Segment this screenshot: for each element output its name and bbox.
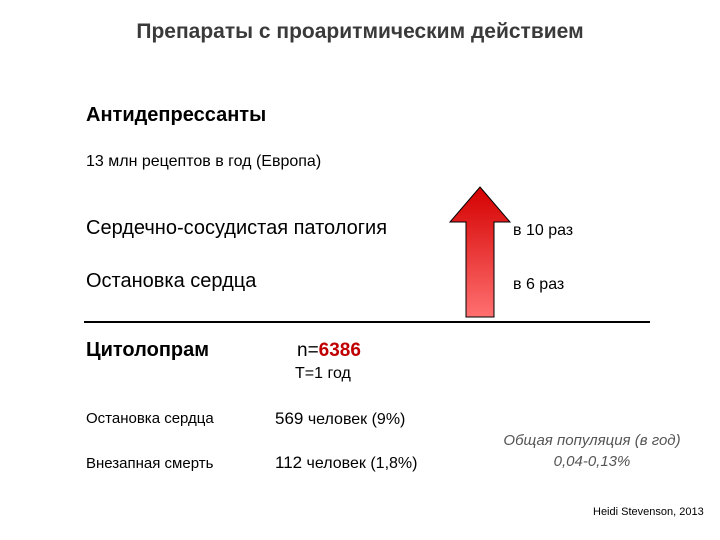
sample-size: n=6386: [297, 340, 361, 362]
prescriptions-text: 13 млн рецептов в год (Европа): [86, 153, 322, 170]
outcome-count: 112: [275, 453, 303, 472]
section-divider: [84, 321, 650, 323]
population-line-1: Общая популяция (в год): [503, 432, 681, 449]
outcome-label-cardiac-arrest: Остановка сердца: [86, 410, 214, 427]
outcome-value-sudden-death: 112 человек (1,8%): [275, 453, 417, 473]
slide-title: Препараты с проаритмическим действием: [136, 20, 584, 43]
section-heading: Антидепрессанты: [86, 104, 267, 126]
outcome-value-cardiac-arrest: 569 человек (9%): [275, 409, 405, 429]
population-line-2: 0,04-0,13%: [553, 453, 631, 470]
study-period: Т=1 год: [295, 365, 351, 382]
up-arrow-icon: [448, 186, 512, 318]
general-population-note: Общая популяция (в год) 0,04-0,13%: [470, 430, 714, 472]
outcome-count: 569: [275, 409, 304, 428]
sample-size-value: 6386: [318, 340, 361, 361]
risk-label-cardiovascular: Сердечно-сосудистая патология: [86, 217, 388, 239]
outcome-label-sudden-death: Внезапная смерть: [86, 455, 214, 472]
risk-value-cardiac-arrest: в 6 раз: [513, 276, 565, 293]
outcome-count-suffix: человек (1,8%): [302, 455, 418, 472]
risk-label-cardiac-arrest: Остановка сердца: [86, 270, 257, 292]
citation: Heidi Stevenson, 2013: [593, 506, 704, 518]
risk-value-cardiovascular: в 10 раз: [513, 222, 574, 239]
sample-size-prefix: n=: [297, 340, 319, 361]
drug-name: Цитолопрам: [86, 339, 210, 361]
outcome-count-suffix: человек (9%): [303, 411, 406, 428]
